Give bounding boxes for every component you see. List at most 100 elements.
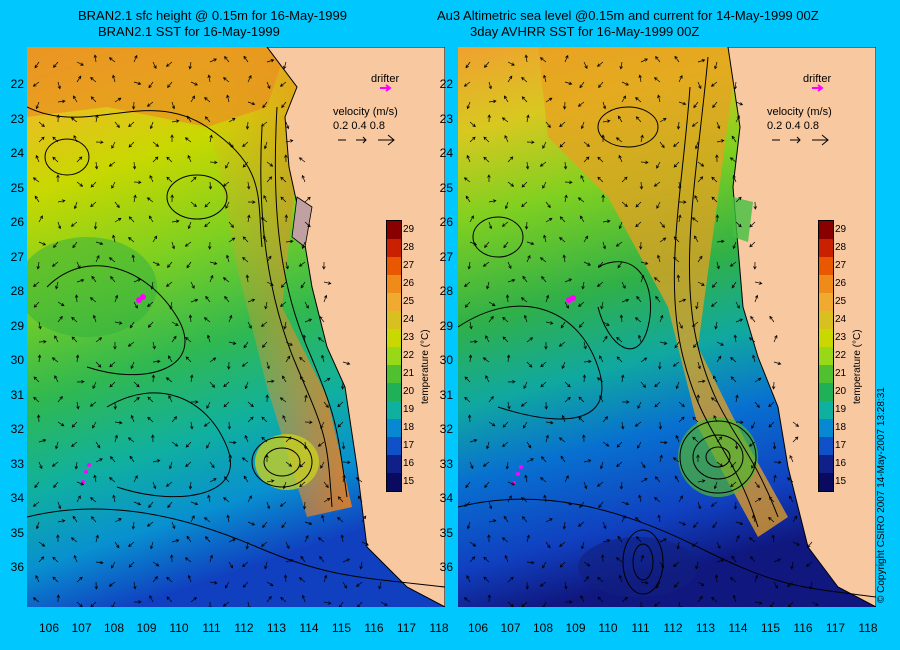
left-velocity-scale: 0.2 0.4 0.8 [333,120,385,132]
colorbar-swatch [387,419,401,437]
right-drifter-label: drifter [803,73,832,85]
longitude-label: 113 [695,621,716,635]
longitude-label: 109 [136,621,157,635]
latitude-label: 25 [10,180,24,195]
latitude-label: 35 [10,525,24,540]
right-colorbar [818,220,834,492]
longitude-label: 112 [663,621,683,635]
colorbar-swatch [819,329,833,347]
latitude-label: 22 [439,77,453,91]
colorbar-swatch [819,365,833,383]
right-title-line1: Au3 Altimetric sea level @0.15m and curr… [437,8,819,23]
colorbar-swatch [819,401,833,419]
colorbar-tick-label: 18 [403,422,415,433]
colorbar-tick-label: 27 [835,260,847,271]
right-title-line2: 3day AVHRR SST for 16-May-1999 00Z [470,24,700,39]
colorbar-swatch [387,239,401,257]
latitude-label: 26 [10,215,24,229]
left-title-line2: BRAN2.1 SST for 16-May-1999 [98,24,280,39]
colorbar-tick-label: 21 [403,368,415,379]
longitude-label: 111 [202,621,221,635]
right-drifter-arrow-icon [812,84,824,92]
latitude-label: 36 [10,560,24,574]
colorbar-swatch [819,293,833,311]
right-colorbar-title: temperature (°C) [852,329,863,404]
latitude-label: 31 [439,387,453,402]
colorbar-swatch [819,473,833,491]
left-colorbar [386,220,402,492]
left-velocity-label: velocity (m/s) [333,106,398,118]
longitude-label: 115 [760,621,781,635]
latitude-label: 35 [439,525,453,540]
colorbar-tick-label: 17 [835,440,847,451]
colorbar-swatch [387,437,401,455]
latitude-label: 28 [10,284,24,298]
right-drifter-track [512,295,576,485]
colorbar-swatch [819,221,833,239]
colorbar-tick-label: 28 [403,242,415,253]
longitude-label: 114 [299,621,319,635]
colorbar-tick-label: 20 [403,386,415,397]
latitude-label: 27 [10,249,24,264]
latitude-label: 22 [10,77,24,91]
latitude-label: 34 [439,491,453,505]
colorbar-swatch [387,347,401,365]
colorbar-swatch [819,239,833,257]
latitude-label: 29 [439,318,453,333]
longitude-label: 116 [364,621,384,635]
longitude-label: 110 [169,621,189,635]
colorbar-tick-label: 17 [403,440,415,451]
latitude-label: 23 [10,111,24,126]
longitude-label: 106 [467,621,489,635]
colorbar-swatch [819,347,833,365]
longitude-label: 110 [598,621,618,635]
colorbar-tick-label: 24 [403,314,415,325]
colorbar-swatch [819,383,833,401]
longitude-label: 108 [532,621,554,635]
left-colorbar-title: temperature (°C) [420,329,431,404]
colorbar-tick-label: 28 [835,242,847,253]
longitude-label: 111 [631,621,650,635]
latitude-label: 27 [439,249,453,264]
colorbar-tick-label: 29 [835,224,847,235]
right-map[interactable] [458,47,876,607]
colorbar-tick-label: 29 [403,224,415,235]
longitude-label: 118 [429,621,449,635]
velocity-vector-field [463,54,819,607]
left-velocity-arrows-icon [338,134,395,146]
colorbar-tick-label: 26 [403,278,415,289]
right-velocity-scale: 0.2 0.4 0.8 [767,120,819,132]
longitude-label: 116 [793,621,813,635]
colorbar-tick-label: 23 [835,332,847,343]
colorbar-tick-label: 20 [835,386,847,397]
colorbar-tick-label: 22 [403,350,415,361]
colorbar-swatch [387,311,401,329]
latitude-label: 32 [439,422,453,436]
colorbar-swatch [819,257,833,275]
colorbar-tick-label: 19 [403,404,415,415]
longitude-label: 115 [331,621,352,635]
latitude-label: 30 [439,353,453,367]
longitude-label: 107 [500,621,521,635]
longitude-label: 117 [825,621,846,635]
colorbar-tick-label: 16 [403,458,415,469]
latitude-label: 23 [439,111,453,126]
colorbar-tick-label: 15 [835,476,847,487]
colorbar-swatch [387,383,401,401]
colorbar-tick-label: 15 [403,476,415,487]
latitude-label: 32 [10,422,24,436]
colorbar-swatch [819,437,833,455]
longitude-label: 106 [38,621,60,635]
colorbar-tick-label: 19 [835,404,847,415]
latitude-label: 34 [10,491,24,505]
latitude-label: 25 [439,180,453,195]
latitude-label: 28 [439,284,453,298]
colorbar-swatch [387,257,401,275]
colorbar-tick-label: 24 [835,314,847,325]
left-drifter-label: drifter [371,73,400,85]
colorbar-swatch [387,365,401,383]
colorbar-swatch [387,221,401,239]
longitude-label: 108 [103,621,125,635]
latitude-label: 31 [10,387,24,402]
copyright-notice: © Copyright CSIRO 2007 14-May-2007 13:28… [876,387,887,603]
